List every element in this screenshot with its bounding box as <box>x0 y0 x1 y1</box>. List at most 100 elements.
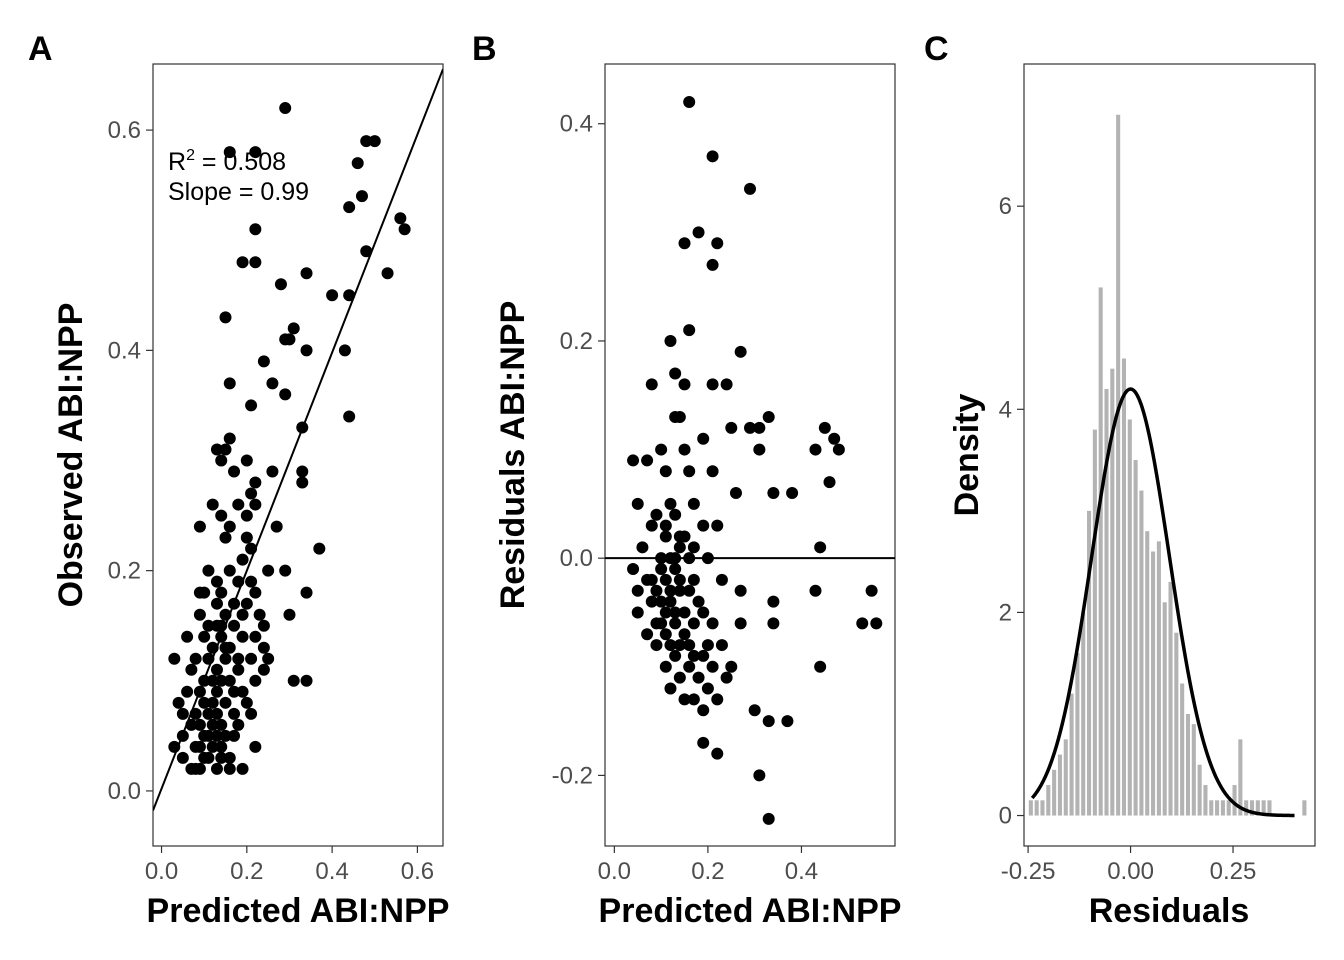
panel-b-point <box>664 595 677 608</box>
panel-b-point <box>734 584 747 597</box>
panel-a-point <box>219 443 232 456</box>
panel-c-hist-bar <box>1226 800 1231 816</box>
panel-a-point <box>215 454 228 467</box>
panel-b-point <box>706 258 719 271</box>
panel-b-point <box>669 508 682 521</box>
panel-a-point <box>210 443 223 456</box>
panel-a-point <box>360 245 373 258</box>
panel-b-tag: B <box>472 30 497 68</box>
panel-b-point <box>645 378 658 391</box>
panel-a-point <box>249 476 262 489</box>
panel-a-point <box>181 685 194 698</box>
panel-b-point <box>697 649 710 662</box>
panel-c-hist-bar <box>1244 800 1249 816</box>
panel-a-tag: A <box>28 30 53 68</box>
panel-a-point <box>253 608 266 621</box>
panel-b-point <box>683 324 696 337</box>
panel-a-point <box>185 718 198 731</box>
panel-b-ylabel: Residuals ABI:NPP <box>494 301 532 610</box>
panel-c-hist-bar <box>1267 800 1272 816</box>
panel-a-point <box>206 498 219 511</box>
panel-a-xtick-label: 0.2 <box>230 858 263 885</box>
panel-c-xtick-label: -0.25 <box>1001 858 1056 885</box>
panel-a-point <box>219 531 232 544</box>
panel-c-hist-bar <box>1215 800 1220 816</box>
panel-a-point <box>172 696 185 709</box>
panel-b-point <box>823 476 836 489</box>
panel-a-point <box>232 652 245 665</box>
panel-a-point <box>240 696 253 709</box>
panel-b-point <box>687 617 700 630</box>
panel-c-hist-bar <box>1087 510 1092 816</box>
panel-b-scatter: 0.0 0.2 0.4 -0.2 0.0 0.2 0.4 Predicted ABI:NPP… <box>494 63 901 930</box>
panel-b-point <box>631 584 644 597</box>
panel-c-ytick-label: 2 <box>999 599 1012 626</box>
panel-a-point <box>181 630 194 643</box>
panel-b-point <box>697 736 710 749</box>
panel-b-point <box>645 573 658 586</box>
panel-b-point <box>762 715 775 728</box>
panel-b-point <box>711 237 724 250</box>
panel-a-point <box>249 256 262 269</box>
panel-b-point <box>832 443 845 456</box>
panel-c-ytick-label: 6 <box>999 193 1012 220</box>
panel-a-point <box>240 509 253 522</box>
panel-a-point <box>249 146 262 159</box>
panel-a-point <box>210 707 223 720</box>
panel-a-point <box>223 674 236 687</box>
panel-b-point <box>673 573 686 586</box>
panel-b-point <box>645 595 658 608</box>
panel-a-point <box>202 652 215 665</box>
panel-a-ytick-label: 0.6 <box>108 117 141 144</box>
panel-b-point <box>814 541 827 554</box>
panel-b-point <box>641 628 654 641</box>
panel-b-point <box>715 573 728 586</box>
panel-a-point <box>296 476 309 489</box>
panel-a-point <box>338 344 351 357</box>
panel-a-xtick-label: 0.6 <box>401 858 434 885</box>
panel-b-point <box>683 465 696 478</box>
panel-b-point <box>664 639 677 652</box>
panel-c-hist-bar <box>1191 724 1196 816</box>
panel-b-point <box>767 487 780 500</box>
panel-c-hist-bar <box>1139 490 1144 816</box>
panel-c-hist-bar <box>1127 419 1132 816</box>
panel-b-point <box>809 443 822 456</box>
panel-b-point <box>809 584 822 597</box>
panel-b-point <box>678 628 691 641</box>
panel-b-point <box>687 541 700 554</box>
panel-b-point <box>687 693 700 706</box>
panel-b-point <box>669 649 682 662</box>
panel-b-point <box>706 378 719 391</box>
panel-b-point <box>814 660 827 673</box>
panel-b-point <box>687 649 700 662</box>
panel-a-point <box>168 740 181 753</box>
panel-a-point <box>266 465 279 478</box>
panel-a-point <box>176 729 189 742</box>
panel-c-hist-bar <box>1220 800 1225 816</box>
panel-b-point <box>678 693 691 706</box>
panel-b-point <box>669 617 682 630</box>
panel-c-ytick-label: 4 <box>999 396 1012 423</box>
panel-b-point <box>673 671 686 684</box>
panel-c-hist-bar <box>1133 460 1138 816</box>
panel-a-point <box>351 157 364 170</box>
panel-b-point <box>650 508 663 521</box>
panel-b-point <box>729 487 742 500</box>
panel-a-point <box>219 608 232 621</box>
panel-a-point <box>219 311 232 324</box>
panel-a-point <box>223 751 236 764</box>
panel-a-point <box>223 520 236 533</box>
panel-b-point <box>678 237 691 250</box>
panel-a-point <box>283 608 296 621</box>
panel-b-point <box>664 334 677 347</box>
panel-b-point <box>627 454 640 467</box>
panel-a-point <box>245 399 258 412</box>
panel-c-hist-bar <box>1238 739 1243 816</box>
panel-b-point <box>683 660 696 673</box>
panel-c-hist-bar <box>1185 713 1191 816</box>
panel-a-point <box>266 377 279 390</box>
panel-a-point <box>232 718 245 731</box>
panel-c-hist-bar <box>1046 785 1051 816</box>
panel-a-ytick-label: 0.0 <box>108 778 141 805</box>
